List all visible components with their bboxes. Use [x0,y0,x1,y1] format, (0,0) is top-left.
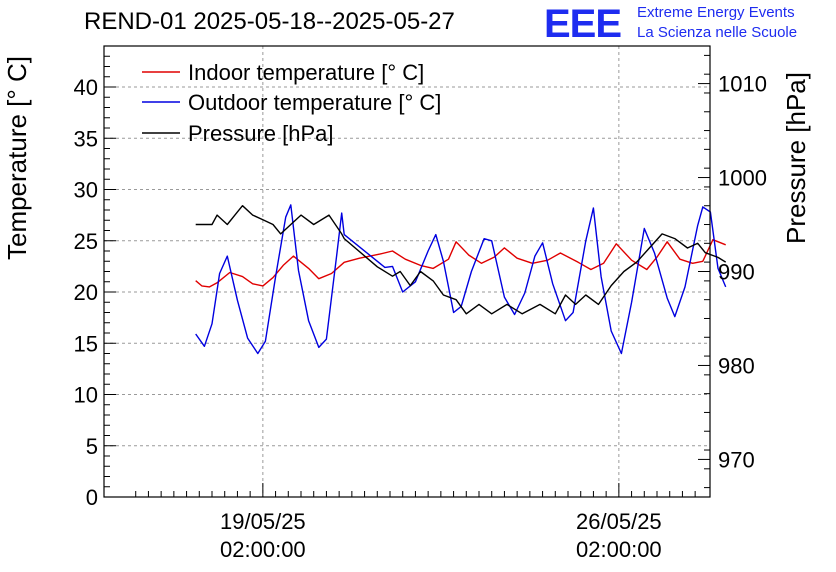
x-tick-label-date: 26/05/25 [576,509,662,534]
x-tick-label-time: 02:00:00 [576,537,662,562]
grid-lines [104,46,710,497]
series-line-3 [195,204,727,315]
y2-tick-label: 980 [718,353,755,378]
legend: Indoor temperature [° C] Outdoor temperat… [142,60,441,146]
x-tick-label-time: 02:00:00 [220,537,306,562]
y2-tick-label: 1010 [718,72,767,97]
legend-label-1: Indoor temperature [° C] [188,60,424,85]
y-tick-label: 10 [74,383,98,408]
y-tick-label: 15 [74,331,98,356]
legend-label-2: Outdoor temperature [° C] [188,90,441,115]
y2-axis-title: Pressure [hPa] [781,72,811,244]
series-line-1 [195,238,726,288]
y-tick-label: 0 [86,485,98,510]
y-tick-label: 20 [74,280,98,305]
legend-label-3: Pressure [hPa] [188,121,334,146]
x-tick-label-date: 19/05/25 [220,509,306,534]
y-tick-label: 5 [86,434,98,459]
y2-tick-label: 1000 [718,166,767,191]
series-lines [195,204,727,355]
y2-tick-label: 970 [718,447,755,472]
axes: 0 5 10 15 20 25 30 35 40 970 980 990 1000 1010 19/05/2… [74,45,767,562]
logo-line-1: Extreme Energy Events [637,4,795,21]
y-axis-title: Temperature [° C] [2,56,32,260]
logo-line-2: La Scienza nelle Scuole [637,24,798,41]
chart-title: REND-01 2025-05-18--2025-05-27 [84,8,455,35]
y-tick-label: 40 [74,75,98,100]
y2-tick-label: 990 [718,260,755,285]
y-tick-label: 30 [74,178,98,203]
eee-logo-mark: EEE [544,2,622,46]
y-tick-label: 35 [74,126,98,151]
y-tick-label: 25 [74,229,98,254]
